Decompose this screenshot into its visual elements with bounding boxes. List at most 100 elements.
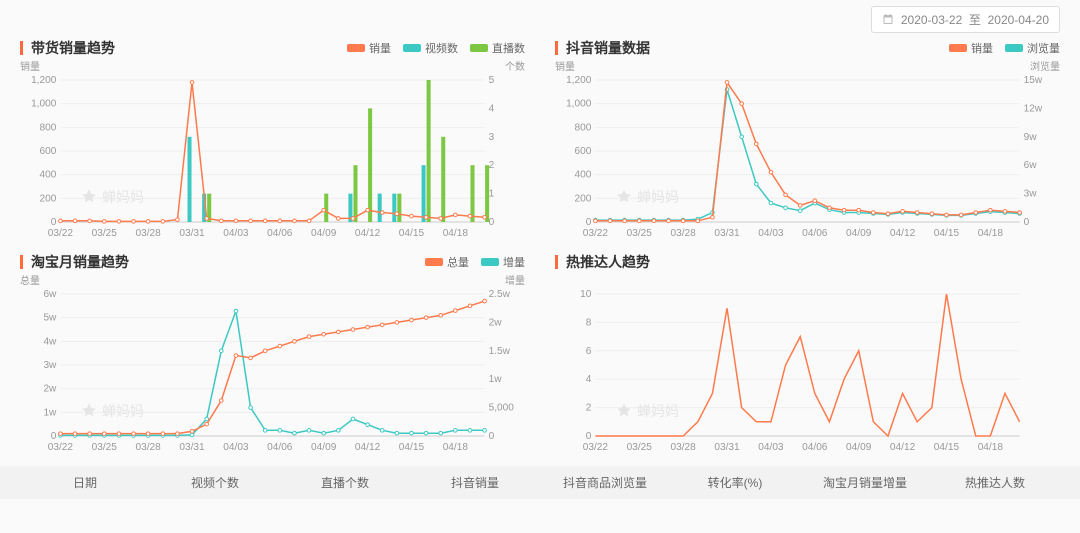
svg-text:04/03: 04/03 bbox=[223, 442, 249, 453]
svg-text:600: 600 bbox=[40, 146, 57, 157]
legend-swatch bbox=[949, 44, 967, 52]
svg-text:4w: 4w bbox=[43, 336, 57, 347]
legend-label: 销量 bbox=[369, 40, 391, 56]
title-accent bbox=[555, 41, 558, 55]
svg-text:3w: 3w bbox=[1024, 189, 1038, 200]
watermark: 蝉妈妈 bbox=[615, 187, 679, 207]
svg-text:1: 1 bbox=[489, 189, 495, 200]
date-from: 2020-03-22 bbox=[901, 13, 962, 27]
legend-label: 浏览量 bbox=[1027, 40, 1060, 56]
svg-text:04/15: 04/15 bbox=[399, 442, 425, 453]
svg-text:03/28: 03/28 bbox=[136, 228, 162, 239]
svg-text:04/06: 04/06 bbox=[802, 228, 828, 239]
svg-text:04/09: 04/09 bbox=[311, 442, 337, 453]
date-sep: 至 bbox=[969, 13, 981, 27]
svg-text:400: 400 bbox=[575, 170, 592, 181]
svg-text:04/09: 04/09 bbox=[846, 442, 872, 453]
svg-text:04/12: 04/12 bbox=[355, 228, 381, 239]
svg-text:0: 0 bbox=[51, 217, 57, 228]
legend-swatch bbox=[403, 44, 421, 52]
svg-text:0: 0 bbox=[51, 431, 57, 442]
svg-text:04/03: 04/03 bbox=[758, 442, 784, 453]
svg-text:9w: 9w bbox=[1024, 132, 1038, 143]
svg-text:03/25: 03/25 bbox=[627, 442, 653, 453]
svg-text:2w: 2w bbox=[43, 384, 57, 395]
table-column-header[interactable]: 转化率(%) bbox=[670, 474, 800, 491]
chart-canvas: 蝉妈妈 01w2w3w4w5w6w05,0001w1.5w2w2.5w03/22… bbox=[20, 276, 525, 456]
svg-text:04/06: 04/06 bbox=[267, 228, 293, 239]
svg-text:6w: 6w bbox=[43, 289, 57, 300]
legend: 销量 视频数 直播数 bbox=[347, 40, 525, 56]
chart-panel-douyin-sales: 抖音销量数据 销量浏览量 销量 浏览量 蝉妈妈 02004006008001,0… bbox=[555, 38, 1060, 242]
svg-text:04/03: 04/03 bbox=[758, 228, 784, 239]
svg-text:5: 5 bbox=[489, 75, 495, 86]
date-to: 2020-04-20 bbox=[988, 13, 1049, 27]
chart-canvas: 蝉妈妈 02004006008001,0001,20001234503/2203… bbox=[20, 62, 525, 242]
chart-panel-sales-trend: 带货销量趋势 销量视频数直播数 销量 个数 蝉妈妈 02004006008001… bbox=[20, 38, 525, 242]
svg-text:04/09: 04/09 bbox=[311, 228, 337, 239]
svg-text:03/22: 03/22 bbox=[583, 442, 609, 453]
svg-text:03/25: 03/25 bbox=[92, 442, 118, 453]
svg-text:1.5w: 1.5w bbox=[489, 346, 511, 357]
svg-text:04/15: 04/15 bbox=[934, 442, 960, 453]
svg-text:800: 800 bbox=[575, 122, 592, 133]
legend-swatch bbox=[470, 44, 488, 52]
legend-item[interactable]: 总量 bbox=[425, 254, 469, 270]
svg-text:0: 0 bbox=[586, 217, 592, 228]
title-accent bbox=[20, 41, 23, 55]
svg-text:03/28: 03/28 bbox=[671, 442, 697, 453]
date-range-picker[interactable]: 2020-03-22 至 2020-04-20 bbox=[871, 6, 1060, 33]
svg-text:04/15: 04/15 bbox=[399, 228, 425, 239]
svg-text:03/22: 03/22 bbox=[48, 228, 74, 239]
svg-text:03/31: 03/31 bbox=[714, 228, 740, 239]
svg-text:2w: 2w bbox=[489, 317, 503, 328]
panel-title: 带货销量趋势 bbox=[31, 38, 115, 58]
title-accent bbox=[20, 255, 23, 269]
svg-text:04/09: 04/09 bbox=[846, 228, 872, 239]
legend-label: 视频数 bbox=[425, 40, 458, 56]
svg-text:03/25: 03/25 bbox=[627, 228, 653, 239]
svg-text:0: 0 bbox=[1024, 217, 1030, 228]
svg-text:04/12: 04/12 bbox=[890, 228, 916, 239]
legend-item[interactable]: 浏览量 bbox=[1005, 40, 1060, 56]
svg-text:400: 400 bbox=[40, 170, 57, 181]
svg-text:04/03: 04/03 bbox=[223, 228, 249, 239]
table-column-header[interactable]: 日期 bbox=[20, 474, 150, 491]
table-column-header[interactable]: 视频个数 bbox=[150, 474, 280, 491]
legend-item[interactable]: 直播数 bbox=[470, 40, 525, 56]
title-accent bbox=[555, 255, 558, 269]
table-column-header[interactable]: 淘宝月销量增量 bbox=[800, 474, 930, 491]
svg-text:04/06: 04/06 bbox=[267, 442, 293, 453]
legend-label: 直播数 bbox=[492, 40, 525, 56]
legend: 销量 浏览量 bbox=[949, 40, 1060, 56]
svg-text:04/18: 04/18 bbox=[978, 228, 1004, 239]
chart-canvas: 蝉妈妈 02004006008001,0001,20003w6w9w12w15w… bbox=[555, 62, 1060, 242]
svg-text:3: 3 bbox=[489, 132, 495, 143]
svg-text:04/06: 04/06 bbox=[802, 442, 828, 453]
svg-text:3w: 3w bbox=[43, 360, 57, 371]
legend-item[interactable]: 视频数 bbox=[403, 40, 458, 56]
svg-text:200: 200 bbox=[40, 193, 57, 204]
svg-text:12w: 12w bbox=[1024, 103, 1043, 114]
svg-text:2: 2 bbox=[586, 403, 592, 414]
legend: 总量增量 bbox=[425, 254, 525, 270]
table-column-header[interactable]: 抖音销量 bbox=[410, 474, 540, 491]
chart-canvas: 蝉妈妈 024681003/2203/2503/2803/3104/0304/0… bbox=[555, 276, 1060, 456]
legend-item[interactable]: 销量 bbox=[949, 40, 993, 56]
legend-swatch bbox=[1005, 44, 1023, 52]
table-column-header[interactable]: 直播个数 bbox=[280, 474, 410, 491]
legend-swatch bbox=[425, 258, 443, 266]
svg-text:03/31: 03/31 bbox=[179, 442, 205, 453]
svg-text:5w: 5w bbox=[43, 313, 57, 324]
table-column-header[interactable]: 热推达人数 bbox=[930, 474, 1060, 491]
legend-item[interactable]: 销量 bbox=[347, 40, 391, 56]
table-column-header[interactable]: 抖音商品浏览量 bbox=[540, 474, 670, 491]
watermark: 蝉妈妈 bbox=[80, 401, 144, 421]
legend-item[interactable]: 增量 bbox=[481, 254, 525, 270]
svg-text:03/22: 03/22 bbox=[48, 442, 74, 453]
svg-text:04/12: 04/12 bbox=[890, 442, 916, 453]
panel-title: 热推达人趋势 bbox=[566, 252, 650, 272]
svg-text:0: 0 bbox=[489, 431, 495, 442]
svg-text:04/18: 04/18 bbox=[443, 442, 469, 453]
svg-text:2: 2 bbox=[489, 160, 495, 171]
